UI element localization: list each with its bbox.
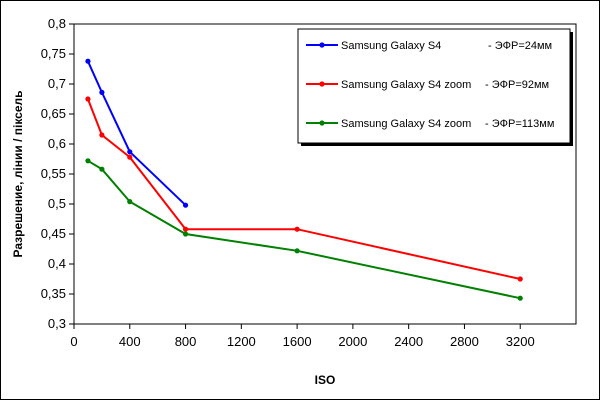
legend-swatch-marker-1 <box>319 42 325 48</box>
series-line-1 <box>86 60 187 206</box>
legend-entry-suffix-3: - ЭФР=113мм <box>485 118 554 130</box>
legend-swatch-marker-2 <box>319 81 325 87</box>
data-point-series-3 <box>99 166 105 172</box>
x-axis-title: ISO <box>315 373 336 387</box>
x-tick-label: 2000 <box>338 334 367 349</box>
data-point-series-2 <box>127 154 133 160</box>
data-point-series-2 <box>99 132 105 138</box>
y-tick-label: 0,35 <box>41 286 66 301</box>
y-tick-label: 0,4 <box>48 256 66 271</box>
legend-entry-suffix-2: - ЭФР=92мм <box>485 79 549 91</box>
y-tick-label: 0,3 <box>48 316 66 331</box>
axes-layer: 0,3 0,35 0,4 0,45 0,5 0,55 0,6 0,65 0,7 0,75 0,8 0 4… <box>41 16 535 349</box>
legend-entry-name-2: Samsung Galaxy S4 zoom <box>341 79 471 91</box>
x-tick-label: 800 <box>175 334 197 349</box>
legend-swatch-marker-3 <box>319 120 325 126</box>
legend: Samsung Galaxy S4 - ЭФР=24мм Samsung Galax… <box>297 28 573 146</box>
x-tick-label: 1600 <box>283 334 312 349</box>
x-tick-label: 2800 <box>450 334 479 349</box>
y-axis-title: Разрешение, лінии / піксель <box>11 90 25 257</box>
data-point-series-2 <box>85 96 91 102</box>
x-tick-label: 2400 <box>394 334 423 349</box>
y-tick-label: 0,6 <box>48 136 66 151</box>
data-point-series-3 <box>182 231 189 237</box>
y-tick-label: 0,55 <box>41 166 66 181</box>
y-tick-label: 0,65 <box>41 106 66 121</box>
legend-entry-name-1: Samsung Galaxy S4 <box>341 40 441 52</box>
data-point-series-3 <box>294 248 300 254</box>
y-tick-label: 0,5 <box>48 196 66 211</box>
data-point-series-2 <box>294 226 300 232</box>
data-point-series-1 <box>182 202 189 208</box>
y-tick-label: 0,8 <box>48 16 66 31</box>
data-point-series-3 <box>517 295 523 301</box>
y-tick-label: 0,7 <box>48 76 66 91</box>
x-tick-label: 1200 <box>227 334 256 349</box>
data-point-series-1 <box>85 58 91 64</box>
series-line-3 <box>87 159 521 300</box>
x-tick-label: 3200 <box>506 334 535 349</box>
data-point-series-3 <box>127 199 133 205</box>
x-tick-label: 0 <box>70 334 77 349</box>
data-point-series-1 <box>99 89 105 95</box>
legend-entry-suffix-1: - ЭФР=24мм <box>488 40 552 52</box>
y-tick-label: 0,75 <box>41 46 66 61</box>
data-point-series-2 <box>182 226 189 232</box>
y-tick-label: 0,45 <box>41 226 66 241</box>
series-layer <box>85 58 523 301</box>
data-point-series-1 <box>127 149 133 155</box>
legend-entry-name-3: Samsung Galaxy S4 zoom <box>341 118 471 130</box>
x-tick-label: 400 <box>119 334 141 349</box>
legend-box <box>297 28 571 144</box>
data-point-series-3 <box>85 158 91 164</box>
data-point-series-2 <box>517 276 523 282</box>
series-line-2 <box>86 98 521 280</box>
